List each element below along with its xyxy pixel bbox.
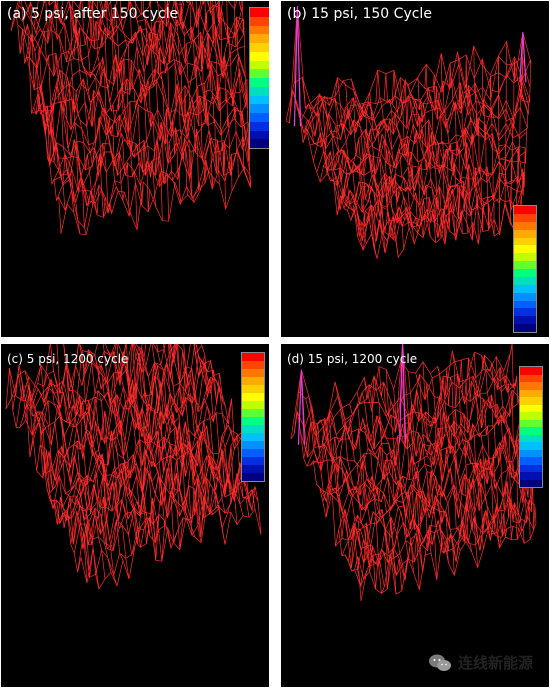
colorbar-b [513,205,537,333]
panel-d-label: (d) 15 psi, 1200 cycle [287,352,418,366]
colorbar-a [249,7,269,149]
panel-a: (a) 5 psi, after 150 cycle [1,1,269,337]
colorbar-d [519,366,543,488]
panel-b-label: (b) 15 psi, 150 Cycle [287,6,432,22]
panel-b: (b) 15 psi, 150 Cycle [281,1,549,337]
wechat-icon [429,654,451,671]
panel-c: (c) 5 psi, 1200 cycle [1,344,269,687]
watermark-text: 连线新能源 [458,654,534,672]
watermark: 连线新能源 [428,652,533,673]
panel-d: (d) 15 psi, 1200 cycle [281,344,549,687]
panel-c-label: (c) 5 psi, 1200 cycle [7,352,129,366]
surface-plot-c [5,344,262,684]
colorbar-c [241,352,265,482]
surface-plot-a [10,1,252,331]
surface-plot-b [285,6,532,331]
panel-a-label: (a) 5 psi, after 150 cycle [7,6,179,22]
surface-plot-d [290,344,537,679]
